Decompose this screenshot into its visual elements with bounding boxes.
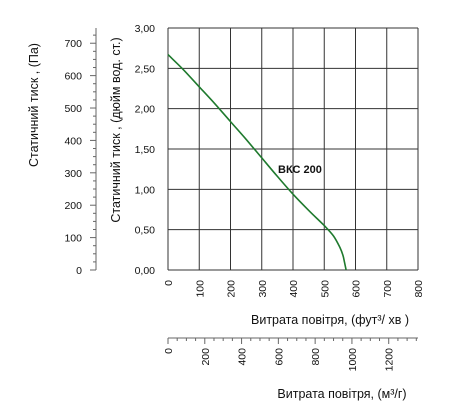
y-axis-title-primary: Статичний тиск , (дюйм вод. ст.) [109,37,123,222]
x-tick-label: 800 [413,280,425,298]
plot-grid [167,27,419,271]
x-tick-label: 600 [351,280,363,298]
secondary-x-tick-label: 1200 [384,348,396,372]
curve-layer [167,54,347,271]
x-axis-title-primary: Витрата повітря, (фут³/ хв ) [251,313,409,327]
primary-x-axis: 0 100 200 300 400 500 600 700 800 [163,280,425,298]
secondary-y-tick-label: 700 [64,38,82,50]
secondary-x-axis: 0 200 400 600 800 1000 1200 [163,337,418,372]
y-tick-label: 0,50 [135,225,156,237]
secondary-x-tick-label: 400 [237,348,249,366]
secondary-y-tick-label: 300 [64,168,82,180]
secondary-x-tick-label: 800 [310,348,322,366]
x-tick-label: 100 [194,280,206,298]
y-tick-label: 2,00 [135,104,156,116]
primary-y-axis: 0,00 0,50 1,00 1,50 2,00 2,50 3,00 [135,23,156,277]
secondary-x-tick-label: 200 [200,348,212,366]
x-axis-title-secondary: Витрата повітря, (м³/г) [277,387,406,401]
y-tick-label: 3,00 [135,23,156,35]
y-axis-title-secondary: Статичний тиск , (Па) [27,43,41,167]
secondary-y-tick-label: 400 [64,135,82,147]
y-tick-label: 1,50 [135,144,156,156]
x-tick-label: 200 [226,280,238,298]
series-line [167,54,347,271]
x-tick-label: 400 [288,280,300,298]
y-tick-label: 0,00 [135,265,156,277]
x-tick-label: 700 [382,280,394,298]
y-tick-label: 2,50 [135,63,156,75]
secondary-x-tick-label: 0 [163,348,175,354]
x-tick-label: 0 [163,280,175,286]
secondary-y-tick-label: 100 [64,233,82,245]
secondary-y-axis: 0 100 200 300 400 500 600 700 [64,28,97,277]
x-tick-label: 500 [319,280,331,298]
secondary-y-tick-label: 200 [64,200,82,212]
secondary-y-tick-label: 500 [64,103,82,115]
secondary-y-tick-label: 0 [76,265,82,277]
secondary-y-tick-label: 600 [64,71,82,83]
secondary-x-tick-label: 1000 [347,348,359,372]
series-label: ВКС 200 [278,164,322,176]
x-tick-label: 300 [257,280,269,298]
y-tick-label: 1,00 [135,184,156,196]
secondary-x-tick-label: 600 [273,348,285,366]
